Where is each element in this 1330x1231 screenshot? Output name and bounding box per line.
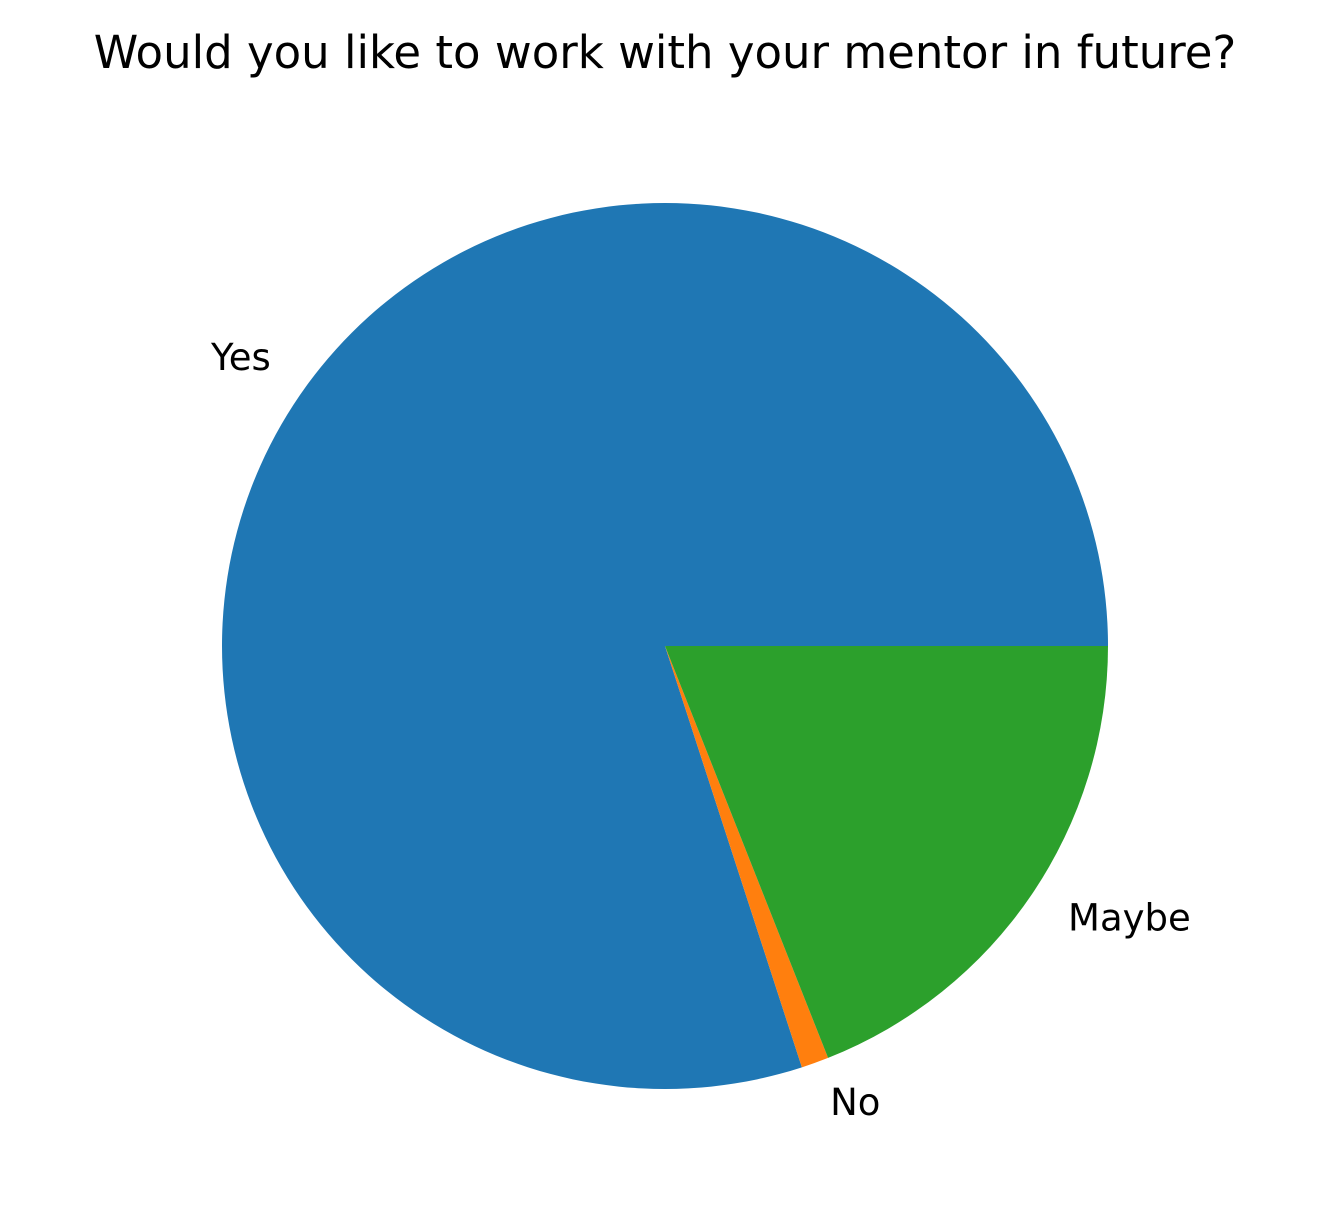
slice-label-no: No [830,1081,880,1124]
pie-slice-no [665,646,829,1068]
chart-title: Would you like to work with your mentor … [94,26,1237,79]
slice-label-maybe: Maybe [1068,896,1191,939]
slice-label-yes: Yes [210,336,271,379]
pie-slice-yes [221,203,1108,1090]
pie-slices [221,203,1108,1090]
pie-labels: Yes No Maybe [210,336,1191,1124]
pie-slice-maybe [665,646,1108,1058]
